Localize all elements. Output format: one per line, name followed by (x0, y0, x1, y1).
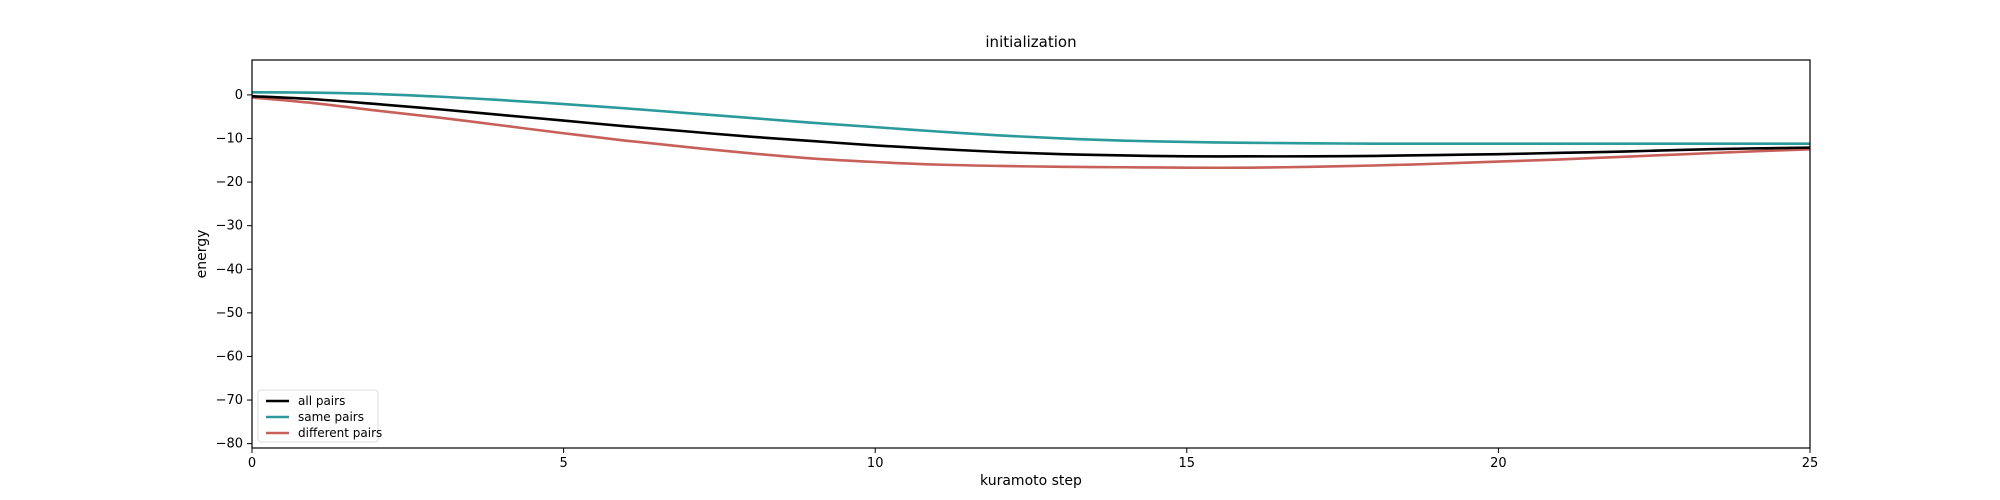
x-tick-label: 15 (1179, 456, 1196, 471)
ticks-layer: 0 5 10 15 20 25 0 −10 −20 −30 −40 −50 −60 −70 −80 (216, 88, 1819, 471)
x-tick-label: 20 (1490, 456, 1507, 471)
x-axis-title: kuramoto step (980, 473, 1082, 489)
legend: all pairs same pairs different pairs (257, 389, 382, 443)
chart-title: initialization (985, 33, 1076, 51)
y-tick-label: −20 (216, 175, 243, 190)
y-tick-label: −60 (216, 349, 243, 364)
y-tick-label: 0 (235, 88, 243, 103)
x-tick-label: 25 (1802, 456, 1819, 471)
y-tick-label: −50 (216, 306, 243, 321)
y-tick-label: −40 (216, 262, 243, 277)
legend-label-all-pairs: all pairs (298, 394, 345, 408)
series-line-same-pairs (251, 90, 1810, 146)
x-tick-label: 0 (248, 456, 256, 471)
y-tick-label: −70 (216, 393, 243, 408)
series-line-different-pairs (251, 96, 1811, 170)
y-tick-label: −10 (216, 131, 243, 146)
legend-box (257, 389, 379, 443)
y-axis-title: energy (194, 230, 210, 279)
legend-label-different-pairs: different pairs (298, 426, 382, 440)
y-tick-label: −30 (216, 219, 243, 234)
legend-label-same-pairs: same pairs (298, 410, 364, 424)
plot-frame (251, 59, 1811, 449)
x-tick-label: 5 (559, 456, 567, 471)
series-layer (251, 90, 1811, 170)
x-tick-label: 10 (867, 456, 884, 471)
y-tick-label: −80 (216, 437, 243, 452)
series-line-all-pairs (251, 94, 1811, 158)
